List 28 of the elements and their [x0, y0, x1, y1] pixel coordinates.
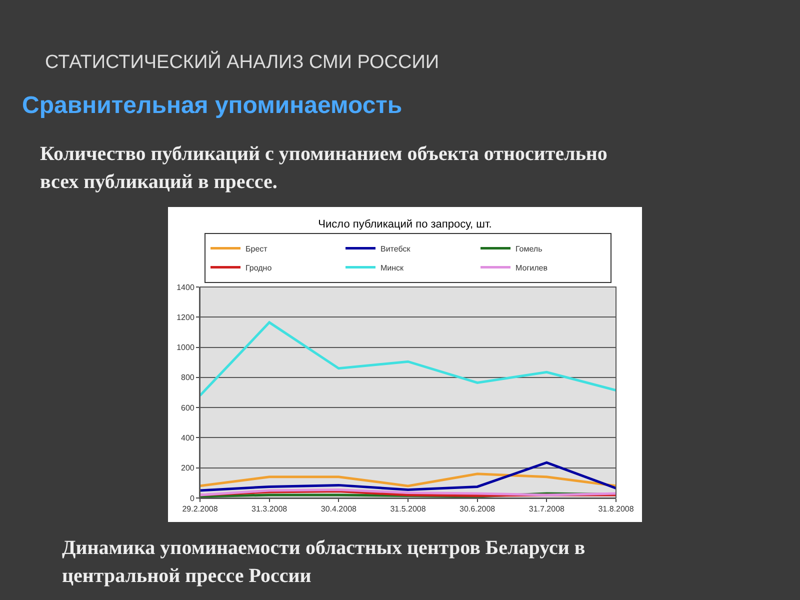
x-tick-label: 31.5.2008 — [390, 504, 426, 514]
line-series — [200, 461, 616, 492]
y-tick-label: 1000 — [176, 343, 195, 352]
y-tick-label: 800 — [181, 373, 195, 382]
y-tick-label: 1400 — [176, 282, 195, 292]
x-tick-label: 31.3.2008 — [252, 504, 288, 514]
legend-label: Брест — [246, 244, 268, 254]
x-tick-label: 30.4.2008 — [320, 504, 358, 514]
y-tick-label: 1200 — [176, 312, 195, 322]
y-tick-label: 400 — [181, 434, 195, 443]
line-series — [200, 321, 616, 397]
x-tick-label: 30.6.2008 — [460, 504, 496, 514]
x-tick-label: 31.7.2008 — [528, 504, 566, 514]
x-tick-label: 29.2.2008 — [182, 504, 218, 514]
legend-label: Витебск — [380, 244, 411, 254]
y-tick-label: 200 — [181, 464, 195, 473]
text: Динамика упоминаемости областных центров Беларуси в центральной прессе России — [62, 536, 586, 589]
chart-title: Число публикаций по запросу, шт. — [318, 218, 492, 230]
y-tick-label: 0 — [190, 494, 195, 503]
legend-label: Гродно — [246, 263, 272, 272]
legend-label: Гомель — [516, 244, 542, 254]
legend-label: Могилев — [516, 263, 548, 272]
y-tick-label: 600 — [181, 403, 195, 412]
x-tick-label: 31.8.2008 — [598, 504, 634, 514]
text: СТАТИСТИЧЕСКИЙ АНАЛИЗ СМИ РОССИИ — [45, 52, 440, 74]
text: Сравнительная упоминаемость — [22, 92, 402, 120]
legend-label: Минск — [380, 263, 404, 272]
text: Количество публикаций с упоминанием объекта относительно всех публикаций в прессе. — [40, 142, 608, 195]
